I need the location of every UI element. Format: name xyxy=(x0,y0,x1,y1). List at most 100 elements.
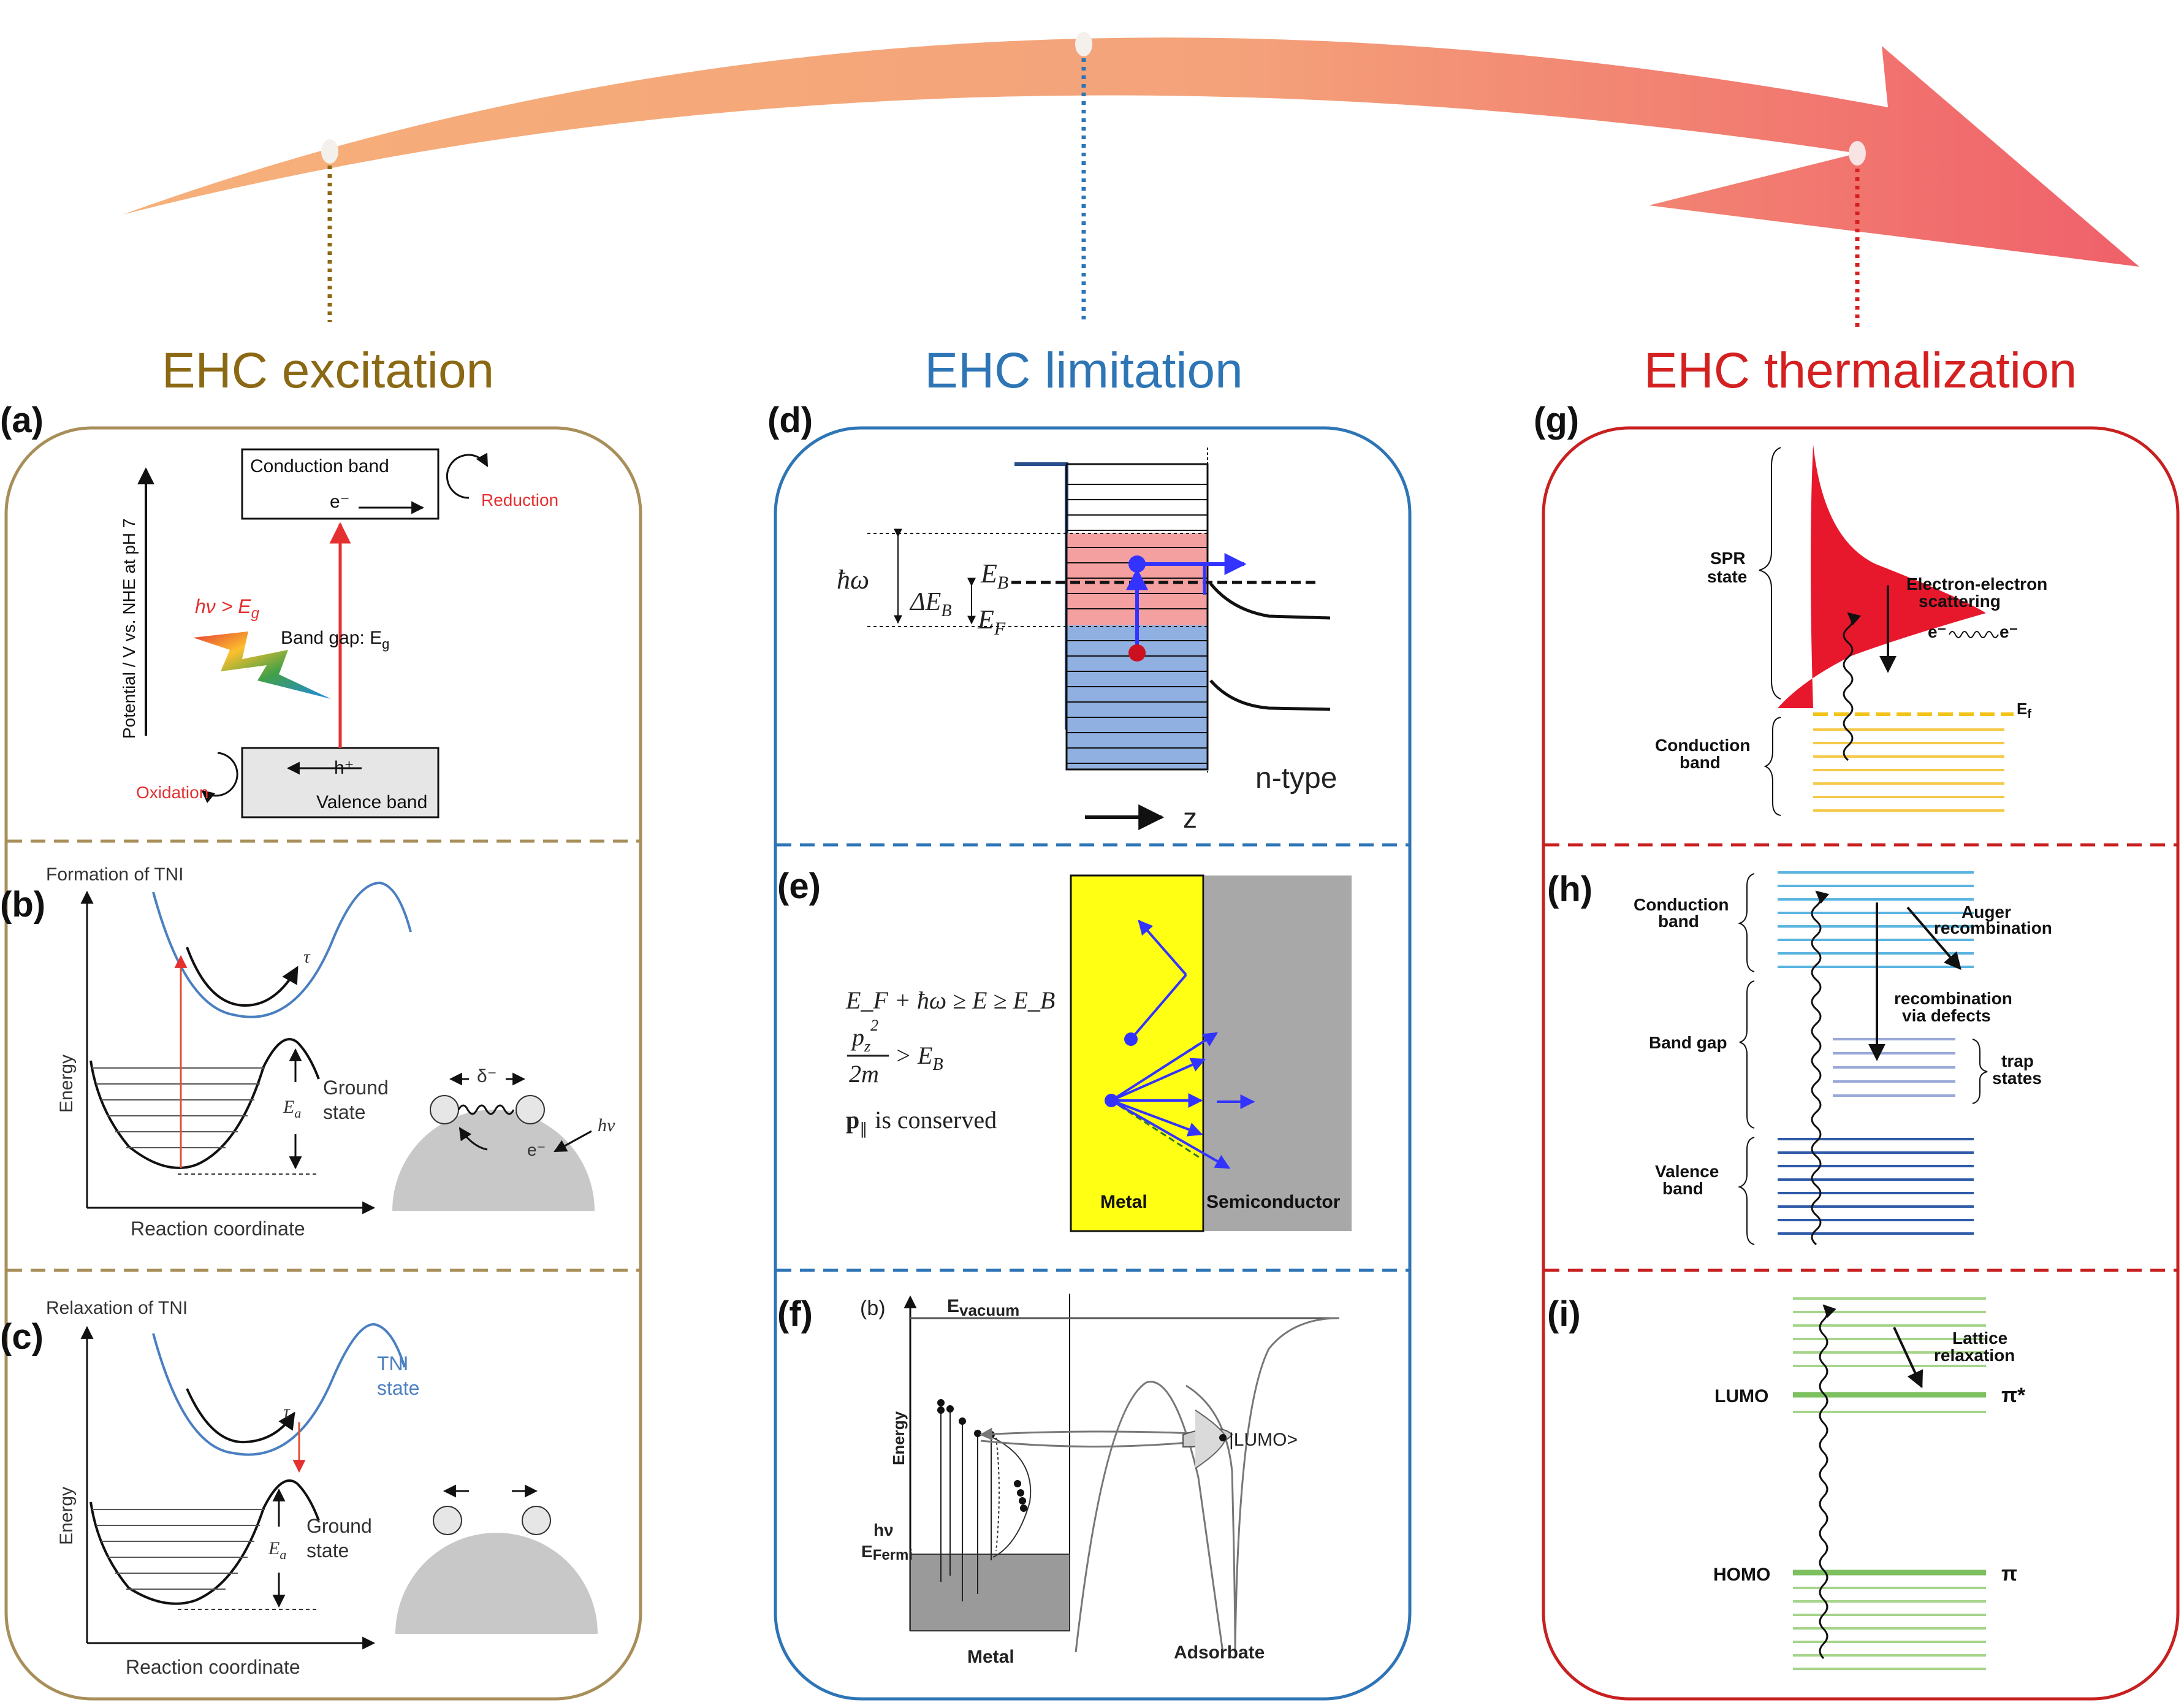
h-val-line2: band xyxy=(1662,1179,1703,1198)
f-evac: Evacuum xyxy=(947,1296,1019,1319)
h-cond-line2: band xyxy=(1658,912,1699,931)
f-efermi: EFermi xyxy=(861,1542,913,1563)
g-ee-line1: Electron-electron xyxy=(1906,574,2047,593)
a-electron-label: e⁻ xyxy=(330,492,350,512)
c-ground-line2: state xyxy=(306,1539,349,1562)
c-yaxis-label: Energy xyxy=(56,1487,77,1545)
photon-bolt-icon xyxy=(193,631,331,699)
g-eminus-2: e⁻ xyxy=(1999,622,2018,641)
i-lumo: LUMO xyxy=(1714,1386,1768,1406)
b-ground-line1: Ground xyxy=(323,1077,389,1099)
a-conduction-label: Conduction band xyxy=(250,456,389,476)
a-photon-label: hν > Eg xyxy=(195,595,260,622)
h-auger-line1: Auger xyxy=(1961,902,2011,921)
e-eq2-den: 2m xyxy=(849,1060,879,1088)
i-homo: HOMO xyxy=(1713,1565,1770,1585)
e-semiconductor: Semiconductor xyxy=(1206,1192,1341,1212)
b-heading: Formation of TNI xyxy=(46,864,184,885)
limitation-frame xyxy=(774,426,1412,1701)
b-ea: Ea xyxy=(283,1097,301,1121)
f-energy: Energy xyxy=(889,1411,908,1465)
panel-d: ħω EB ΔEB EF n-type z xyxy=(837,448,1337,834)
i-pi: π xyxy=(2001,1562,2017,1585)
b-delta: δ⁻ xyxy=(477,1066,497,1086)
panel-e: E_F + ħω ≥ E ≥ E_B pz2 2m > EB p∥ is cons… xyxy=(845,874,1352,1232)
b-tau: τ xyxy=(303,947,311,967)
panel-letter-c: (c) xyxy=(0,1317,44,1357)
h-trap-line1: trap xyxy=(2001,1051,2034,1070)
a-yaxis-label: Potential / V vs. NHE at pH 7 xyxy=(120,519,139,739)
g-eminus-1: e⁻ xyxy=(1928,622,1946,641)
f-b: (b) xyxy=(860,1297,886,1320)
d-ef: EF xyxy=(977,605,1006,639)
f-adsorbate: Adsorbate xyxy=(1174,1642,1265,1663)
excitation-marker xyxy=(321,139,338,164)
panel-a: Potential / V vs. NHE at pH 7 Conduction… xyxy=(120,448,558,818)
f-metal: Metal xyxy=(967,1647,1014,1667)
g-ef: Ef xyxy=(2017,700,2031,721)
panel-letter-i: (i) xyxy=(1547,1294,1581,1334)
h-cond-line1: Conduction xyxy=(1634,895,1729,914)
d-ntype: n-type xyxy=(1255,762,1337,795)
f-hv: hν xyxy=(873,1520,894,1539)
e-eq2-rest: > EB xyxy=(895,1042,943,1074)
d-deb: ΔEB xyxy=(909,588,951,620)
c-xaxis-label: Reaction coordinate xyxy=(126,1656,300,1678)
panel-f: (b) Evacuum Energy EFermi hν xyxy=(860,1294,1340,1667)
thermalization-frame xyxy=(1542,426,2180,1701)
h-bandgap: Band gap xyxy=(1649,1033,1727,1052)
h-val-line1: Valence xyxy=(1655,1162,1719,1181)
a-valence-label: Valence band xyxy=(316,792,427,812)
stage-title-excitation: EHC excitation xyxy=(162,343,494,399)
i-lattice-line1: Lattice xyxy=(1952,1329,2007,1348)
g-spr-line1: SPR xyxy=(1710,549,1746,568)
c-tni-line2: state xyxy=(377,1377,419,1399)
panel-b: Formation of TNI Energy Reaction coordin… xyxy=(46,864,615,1240)
f-lumo: |LUMO> xyxy=(1229,1430,1298,1450)
d-hw: ħω xyxy=(837,565,869,595)
panel-letter-a: (a) xyxy=(0,400,44,440)
a-oxidation-label: Oxidation xyxy=(136,783,208,802)
c-tni-line1: TNI xyxy=(377,1352,409,1375)
panel-letter-h: (h) xyxy=(1547,869,1592,909)
b-xaxis-label: Reaction coordinate xyxy=(131,1218,305,1240)
h-defects-line1: recombination xyxy=(1894,989,2012,1008)
d-eb: EB xyxy=(980,559,1008,593)
e-eq2-num: pz2 xyxy=(850,1017,878,1055)
panel-letter-d: (d) xyxy=(767,400,813,440)
process-arrow xyxy=(123,37,2139,267)
panel-letter-f: (f) xyxy=(777,1294,813,1334)
b-hv: hν xyxy=(598,1115,615,1135)
panel-g: Ef SPR state Conduction band Electron-el… xyxy=(1655,444,2047,816)
b-electron: e⁻ xyxy=(527,1140,546,1159)
c-ea: Ea xyxy=(268,1538,286,1562)
d-z: z xyxy=(1183,802,1197,834)
limitation-marker xyxy=(1075,32,1092,56)
a-bandgap-label: Band gap: Eg xyxy=(281,628,389,652)
panel-letter-b: (b) xyxy=(0,885,45,925)
e-metal: Metal xyxy=(1100,1192,1147,1212)
b-yaxis-label: Energy xyxy=(56,1055,77,1113)
thermalization-marker xyxy=(1849,141,1866,166)
g-ee-line2: scattering xyxy=(1919,592,2001,611)
b-ground-line2: state xyxy=(323,1101,365,1123)
a-reduction-label: Reduction xyxy=(481,490,558,509)
panel-h: Conduction band Band gap Valence band Au… xyxy=(1634,871,2052,1246)
panel-letter-e: (e) xyxy=(777,866,821,906)
a-hole-label: h⁺ xyxy=(334,758,354,778)
e-eq3: p∥ is conserved xyxy=(846,1106,997,1138)
stage-title-limitation: EHC limitation xyxy=(924,343,1242,399)
h-trap-line2: states xyxy=(1992,1069,2042,1088)
g-cond-line1: Conduction xyxy=(1655,736,1751,755)
h-defects-line2: via defects xyxy=(1902,1006,1991,1025)
c-heading: Relaxation of TNI xyxy=(46,1298,188,1318)
c-tau: τ xyxy=(283,1402,291,1422)
panel-c: Relaxation of TNI Energy Reaction coordi… xyxy=(46,1298,598,1678)
panel-letter-g: (g) xyxy=(1534,400,1579,440)
i-lattice-line2: relaxation xyxy=(1934,1346,2015,1365)
panel-i: Lattice relaxation LUMO HOMO π* π xyxy=(1713,1297,2026,1670)
h-auger-line2: recombination xyxy=(1934,918,2052,937)
excitation-frame xyxy=(4,426,642,1701)
c-ground-line1: Ground xyxy=(306,1515,372,1537)
e-eq1: E_F + ħω ≥ E ≥ E_B xyxy=(845,986,1055,1014)
